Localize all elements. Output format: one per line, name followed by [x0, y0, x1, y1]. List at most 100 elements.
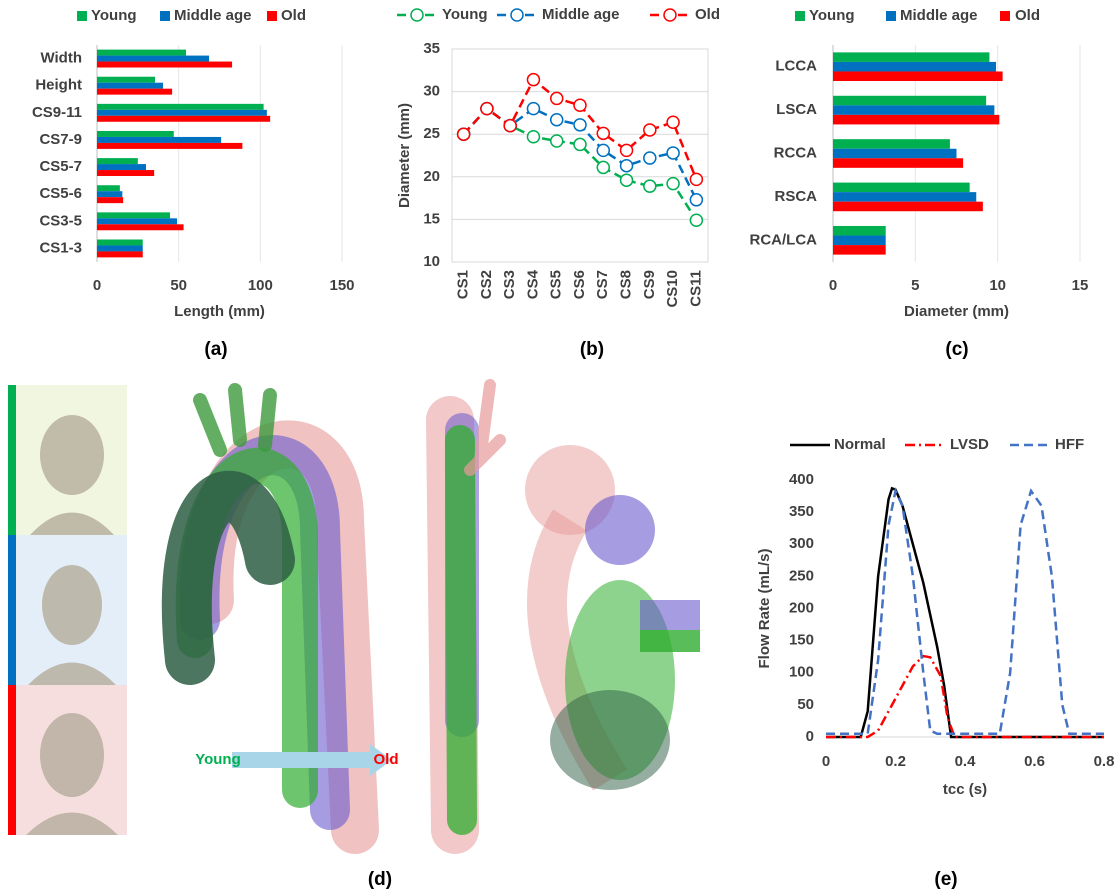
marker — [619, 143, 634, 158]
category-label: Height — [35, 77, 82, 94]
y-axis-title: Diameter (mm) — [396, 103, 413, 208]
x-tick-label: 50 — [170, 277, 187, 294]
bar — [833, 71, 1003, 82]
category-label: CS1-3 — [39, 239, 82, 256]
bar — [97, 239, 143, 246]
marker — [526, 101, 541, 116]
bar — [97, 115, 271, 122]
marker — [573, 137, 587, 152]
category-label: CS5-7 — [39, 158, 82, 175]
legend-label: Middle age — [900, 7, 978, 24]
young-bar — [8, 385, 16, 535]
legend-swatch — [886, 11, 896, 21]
panel-label: (a) — [204, 339, 227, 360]
faces — [26, 415, 118, 835]
x-tick-label: 0 — [829, 277, 837, 294]
bar — [833, 182, 970, 193]
x-tick-label: CS6 — [571, 270, 588, 299]
category-label: LSCA — [776, 101, 817, 118]
x-tick-label: CS9 — [641, 270, 658, 299]
x-tick-label: CS10 — [664, 270, 681, 308]
marker — [689, 213, 704, 228]
marker — [643, 151, 657, 165]
marker — [480, 101, 494, 116]
y-tick-label: 35 — [423, 40, 440, 57]
category-label: RSCA — [774, 188, 817, 205]
x-tick-label: CS7 — [594, 270, 611, 299]
marker — [596, 143, 611, 158]
x-tick-label: CS2 — [478, 270, 495, 299]
marker — [526, 130, 541, 144]
marker — [643, 123, 657, 137]
legend-label: Old — [281, 7, 306, 24]
old-label: Old — [374, 751, 399, 768]
bar — [97, 136, 222, 143]
x-tick-label: CS3 — [501, 270, 518, 299]
bar — [833, 114, 1000, 125]
x-tick-label: CS5 — [548, 270, 565, 299]
x-tick-label: CS1 — [455, 270, 472, 299]
age-arrow — [232, 744, 392, 776]
category-label: CS9-11 — [32, 104, 82, 121]
y-tick-label: 200 — [789, 599, 814, 616]
x-axis-title: tcc (s) — [943, 781, 987, 798]
legend-marker — [410, 8, 424, 22]
bar — [833, 245, 886, 255]
marker — [666, 115, 680, 130]
marker — [549, 112, 564, 127]
bar — [833, 225, 886, 236]
bar — [97, 185, 120, 192]
x-tick-label: 0.2 — [885, 753, 906, 770]
marker — [689, 172, 704, 187]
x-axis-title: Length (mm) — [174, 303, 265, 320]
bar — [833, 95, 987, 106]
legend-label: Young — [91, 7, 137, 24]
marker — [503, 118, 517, 133]
x-tick-label: 10 — [989, 277, 1006, 294]
marker — [549, 134, 564, 148]
category-label: LCCA — [775, 58, 817, 75]
bar — [97, 224, 184, 231]
bar — [97, 170, 155, 177]
legend-label: Middle age — [174, 7, 252, 24]
marker — [456, 127, 471, 141]
y-tick-label: 400 — [789, 471, 814, 488]
y-tick-label: 350 — [789, 503, 814, 520]
y-tick-label: 20 — [423, 168, 440, 185]
bar — [97, 164, 146, 171]
series-line — [462, 106, 698, 221]
bar — [833, 52, 990, 62]
x-tick-label: 0.8 — [1094, 753, 1115, 770]
x-tick-label: CS11 — [687, 270, 704, 307]
marker — [619, 158, 634, 173]
aorta-side — [426, 379, 506, 854]
x-tick-label: 15 — [1072, 277, 1089, 294]
marker — [643, 179, 657, 193]
y-tick-label: 25 — [423, 125, 440, 142]
bar — [97, 245, 143, 252]
bar — [833, 158, 964, 168]
marker — [549, 91, 564, 106]
y-tick-label: 150 — [789, 632, 814, 649]
marker — [573, 98, 587, 112]
illustration: Young Old — [8, 379, 700, 854]
legend-label: Young — [442, 6, 488, 23]
aorta-top — [525, 445, 700, 791]
category-label: CS5-6 — [39, 185, 82, 202]
y-tick-label: 30 — [423, 83, 440, 100]
category-label: CS7-9 — [39, 131, 82, 148]
bar — [97, 82, 163, 89]
bar — [97, 197, 124, 204]
legend-label: Normal — [834, 436, 886, 453]
old-bar — [8, 685, 16, 835]
y-tick-label: 250 — [789, 567, 814, 584]
bar — [97, 55, 210, 62]
aorta-front — [161, 383, 379, 854]
x-axis-title: Diameter (mm) — [904, 303, 1009, 320]
x-tick-label: 5 — [911, 277, 919, 294]
x-tick-label: 100 — [248, 277, 273, 294]
bar — [833, 148, 957, 159]
bar — [97, 103, 264, 110]
legend-marker — [510, 8, 524, 22]
bar — [97, 61, 233, 68]
